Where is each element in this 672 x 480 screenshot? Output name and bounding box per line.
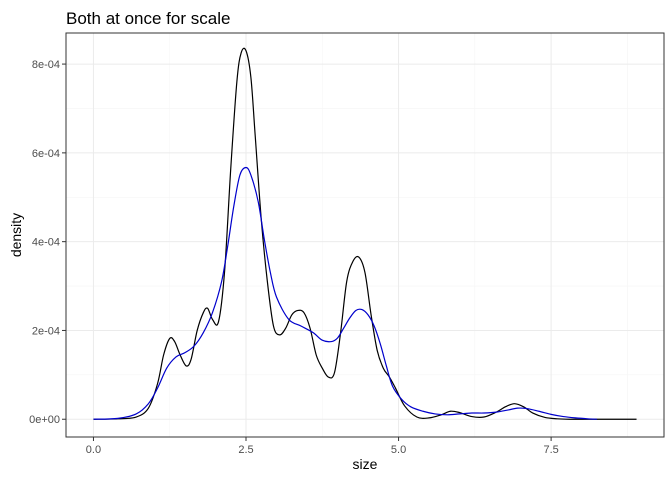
axis-ticks: 0.0 2.5 5.0 7.5 0e+00 2e-04 4e-04 6e-04 8e-04 — [29, 59, 559, 456]
y-tick-label: 6e-04 — [32, 148, 60, 160]
y-tick-label: 4e-04 — [32, 237, 60, 249]
x-tick-label: 7.5 — [543, 444, 558, 456]
y-tick-label: 2e-04 — [32, 325, 60, 337]
y-tick-label: 8e-04 — [32, 59, 60, 71]
x-tick-label: 2.5 — [238, 444, 253, 456]
y-tick-label: 0e+00 — [29, 414, 60, 426]
x-axis-title: size — [353, 456, 378, 472]
y-axis-title: density — [8, 213, 24, 257]
series-lines — [93, 47, 637, 420]
chart-title: Both at once for scale — [66, 9, 230, 28]
x-tick-label: 5.0 — [391, 444, 406, 456]
density-line-1 — [93, 47, 637, 420]
plot-panel-border — [65, 32, 665, 438]
x-tick-label: 0.0 — [86, 444, 101, 456]
density-line-2 — [93, 166, 597, 420]
